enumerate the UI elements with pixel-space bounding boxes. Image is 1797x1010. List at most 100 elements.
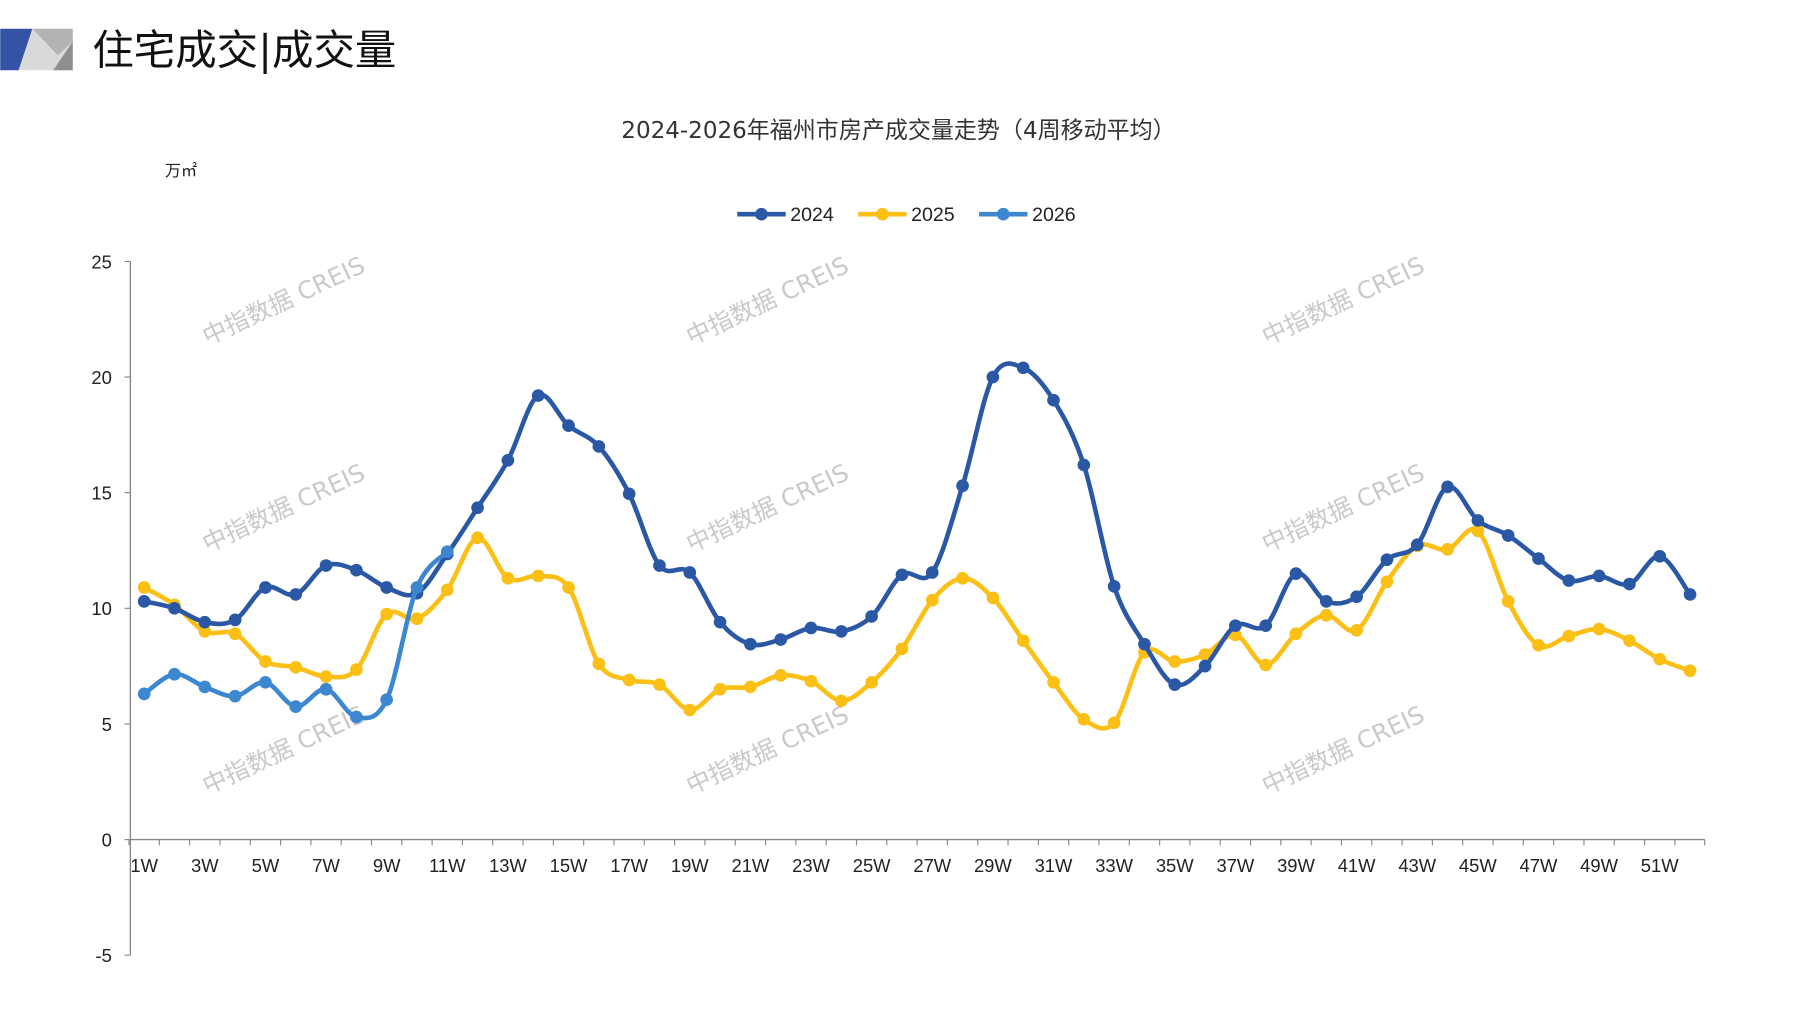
point-2024 [1532,552,1545,565]
legend-item-2024: 2024 [737,204,834,226]
watermark: 中指数据 CREIS [1258,700,1429,800]
point-2025 [1047,675,1060,689]
point-2026 [380,693,393,706]
point-2026 [410,581,424,594]
point-2024 [1107,580,1121,593]
point-2024 [895,568,909,582]
line-2024 [143,361,1692,688]
point-2025 [895,642,909,656]
point-2024 [713,615,727,629]
point-2025 [1623,634,1636,648]
point-2024 [865,610,878,623]
point-2025 [198,625,212,638]
point-2025 [1077,712,1091,726]
point-2024 [228,613,242,627]
x-tick-label: 19W [671,855,709,876]
point-2026 [198,680,212,694]
point-2026 [350,710,363,724]
point-2024 [1016,361,1030,375]
point-2025 [804,674,818,688]
point-2025 [925,593,939,607]
point-2026 [289,700,303,713]
point-2025 [744,680,757,694]
point-2025 [501,571,515,585]
point-2025 [1168,655,1182,668]
point-2025 [1592,622,1606,636]
x-tick-label: 7W [312,855,340,876]
point-2024 [289,588,303,601]
point-2025 [1653,652,1667,666]
watermark: 中指数据 CREIS [198,251,369,351]
point-2024 [1259,619,1273,632]
watermark: 中指数据 CREIS [1258,251,1429,351]
point-2024 [834,625,848,638]
point-2024 [592,440,606,453]
point-2026 [440,545,454,558]
point-2025 [137,581,151,594]
legend-label: 2026 [1032,204,1076,226]
watermark: 中指数据 CREIS [682,459,853,559]
point-2025 [1198,648,1212,661]
point-2024 [137,595,151,608]
legend-label: 2024 [790,204,834,226]
point-2024 [1138,637,1151,651]
y-axis-unit: 万㎡ [165,161,197,180]
point-2025 [1532,638,1545,652]
point-2025 [834,694,848,708]
point-2024 [804,621,818,635]
series [137,361,1697,731]
point-2024 [1319,595,1333,608]
point-2025 [986,591,1000,605]
x-tick-label: 31W [1035,855,1073,876]
point-2024 [774,633,788,646]
x-tick-label: 23W [792,855,830,876]
point-2025 [865,675,878,689]
point-2024 [1077,458,1091,472]
point-2025 [471,531,484,545]
point-2024 [380,581,393,594]
series-2025 [137,524,1697,731]
point-2025 [1441,542,1454,556]
y-tick-label: 10 [91,598,111,619]
y-tick-label: 5 [102,714,112,735]
point-2025 [380,607,393,621]
point-2025 [683,703,697,717]
point-2026 [168,667,181,681]
point-2025 [1562,629,1576,643]
y-tick-label: 25 [91,251,111,272]
legend-item-2025: 2025 [858,204,955,226]
legend-item-2026: 2026 [979,204,1076,226]
point-2025 [1259,658,1273,672]
point-2024 [350,563,363,577]
point-2024 [744,637,757,651]
point-2026 [319,682,333,696]
point-2024 [1410,538,1424,552]
x-tick-label: 25W [853,855,891,876]
point-2024 [1380,553,1394,567]
x-tick-label: 27W [913,855,951,876]
x-tick-label: 49W [1580,855,1618,876]
point-2024 [1350,590,1363,604]
point-2025 [440,583,454,597]
point-2024 [1198,659,1212,673]
point-2024 [1562,574,1576,587]
x-tick-label: 5W [252,855,280,876]
x-tick-label: 9W [373,855,401,876]
point-2025 [350,663,363,676]
x-tick-label: 39W [1277,855,1315,876]
y-tick-label: 20 [91,367,111,388]
watermark: 中指数据 CREIS [1258,459,1429,559]
point-2024 [1229,619,1242,632]
point-2024 [1501,529,1515,542]
point-2025 [1683,664,1697,678]
point-2024 [653,559,666,572]
x-tick-label: 33W [1095,855,1133,876]
x-tick-label: 45W [1459,855,1497,876]
point-2025 [319,670,333,683]
point-2025 [228,627,242,641]
header-logo [0,28,73,71]
point-2024 [1047,393,1060,407]
point-2025 [956,571,969,585]
point-2025 [1289,627,1303,641]
